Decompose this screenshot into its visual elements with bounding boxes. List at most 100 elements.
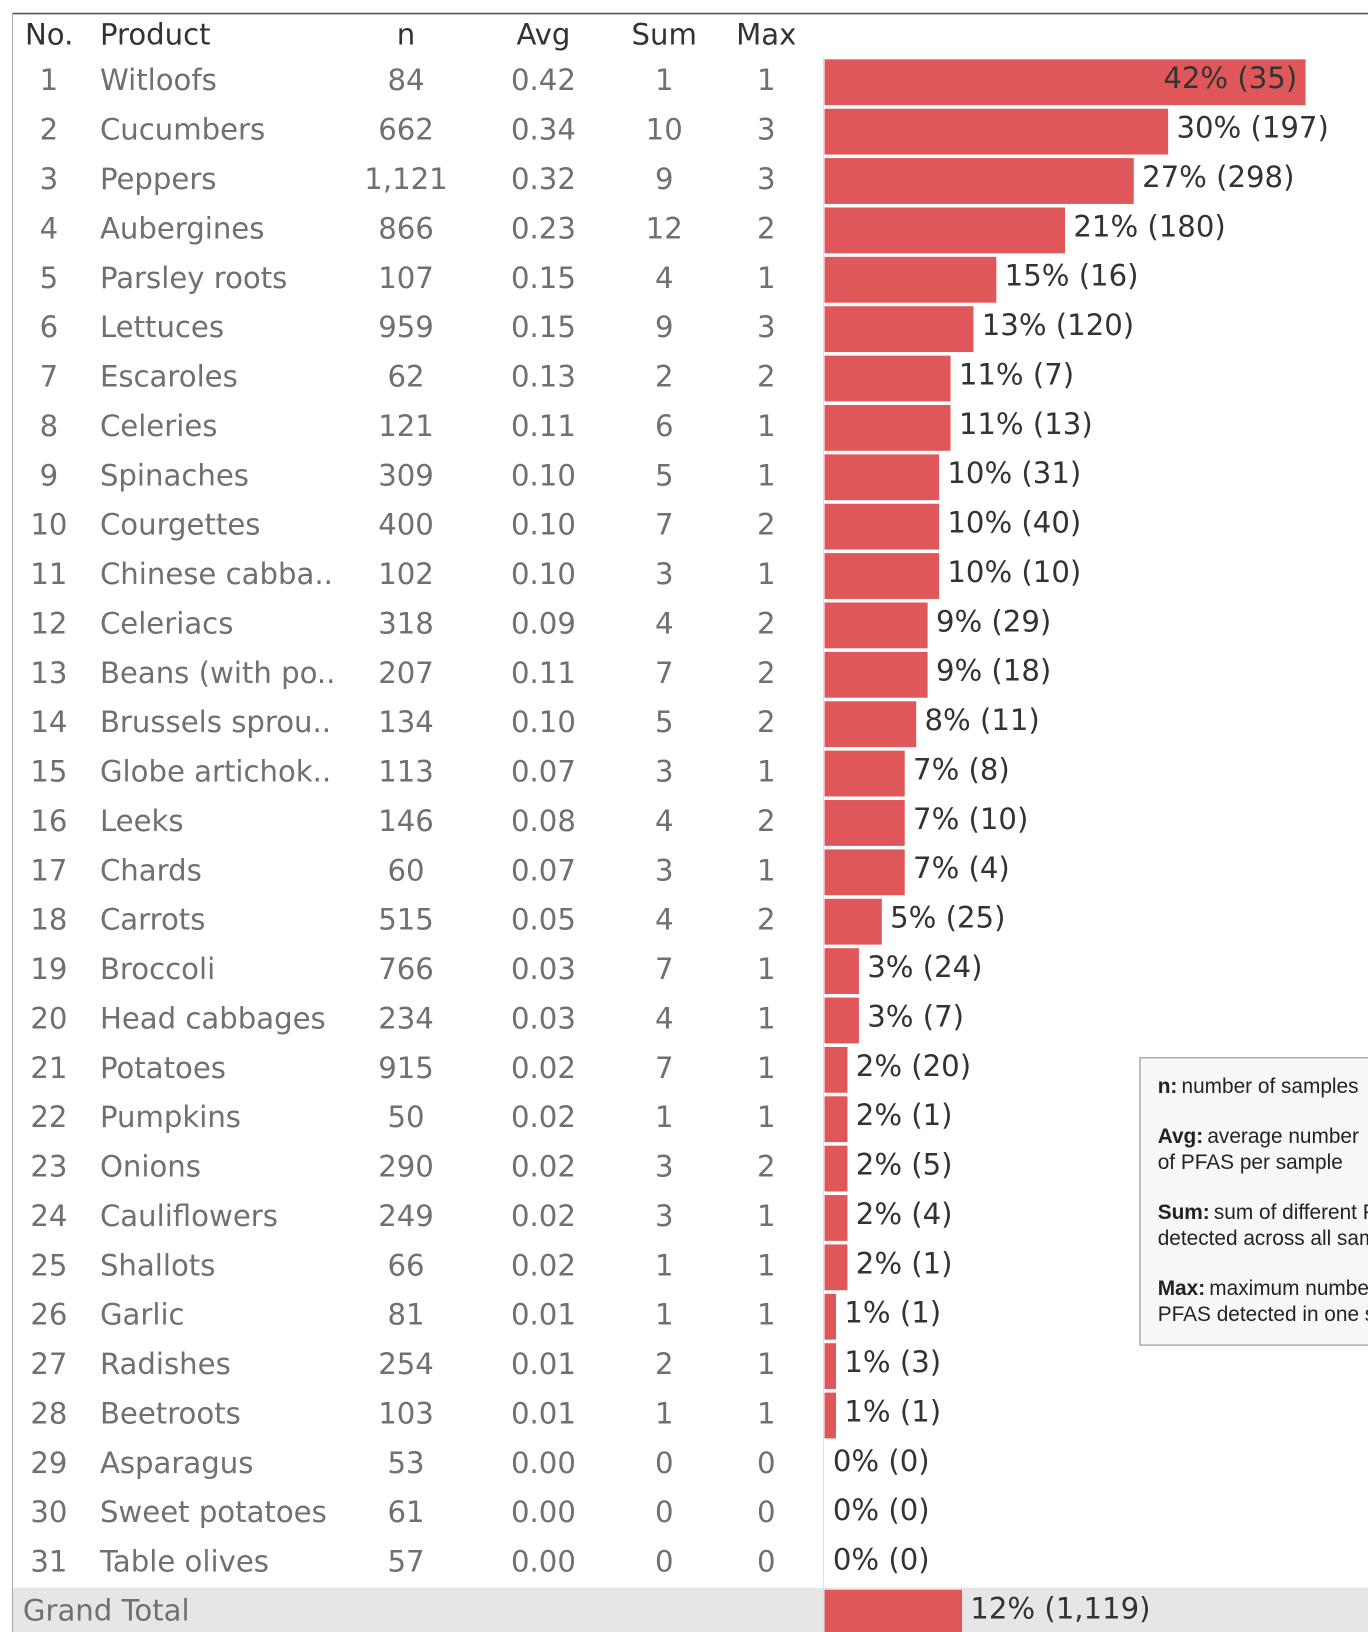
- n-cell: 207: [378, 656, 434, 690]
- sum-cell: 3: [655, 1199, 674, 1233]
- avg-cell: 0.00: [511, 1545, 576, 1579]
- bar: [824, 1392, 837, 1439]
- total-bar-label: 12% (1,119): [970, 1592, 1150, 1626]
- product-cell: Brussels sprou..: [100, 705, 331, 739]
- no-cell: 10: [30, 508, 67, 542]
- column-header: Sum: [632, 17, 697, 51]
- sum-cell: 6: [655, 409, 674, 443]
- no-cell: 3: [40, 162, 59, 196]
- n-cell: 400: [378, 508, 434, 542]
- n-cell: 254: [378, 1347, 434, 1381]
- legend-desc: of PFAS per sample: [1158, 1150, 1343, 1173]
- no-cell: 1: [40, 63, 59, 97]
- sum-cell: 5: [655, 458, 674, 492]
- bar-label: 2% (20): [856, 1049, 971, 1083]
- sum-cell: 2: [655, 360, 674, 394]
- avg-cell: 0.03: [511, 952, 576, 986]
- bar: [824, 750, 905, 797]
- max-cell: 1: [757, 63, 776, 97]
- bar-label: 11% (13): [959, 407, 1093, 441]
- avg-cell: 0.10: [511, 705, 576, 739]
- n-cell: 121: [378, 409, 434, 443]
- avg-cell: 0.15: [511, 310, 576, 344]
- sum-cell: 3: [655, 1150, 674, 1184]
- product-cell: Sweet potatoes: [100, 1495, 327, 1529]
- max-cell: 0: [757, 1446, 776, 1480]
- max-cell: 0: [757, 1545, 776, 1579]
- legend-desc: number of samples: [1182, 1074, 1359, 1097]
- product-cell: Shallots: [100, 1248, 215, 1282]
- product-cell: Pumpkins: [100, 1100, 241, 1134]
- sum-cell: 7: [655, 508, 674, 542]
- bar: [824, 503, 940, 550]
- n-cell: 57: [387, 1545, 424, 1579]
- legend-box: [1139, 1057, 1368, 1346]
- n-cell: 53: [387, 1446, 424, 1480]
- legend-key: n:: [1158, 1074, 1178, 1097]
- bar-label: 2% (1): [856, 1246, 953, 1280]
- n-cell: 249: [378, 1199, 434, 1233]
- max-cell: 1: [757, 1396, 776, 1430]
- no-cell: 13: [30, 656, 67, 690]
- max-cell: 2: [757, 360, 776, 394]
- no-cell: 11: [30, 557, 67, 591]
- n-cell: 290: [378, 1150, 434, 1184]
- bar: [824, 1046, 848, 1093]
- bar: [824, 355, 951, 402]
- sum-cell: 5: [655, 705, 674, 739]
- max-cell: 1: [757, 1347, 776, 1381]
- n-cell: 102: [378, 557, 434, 591]
- bar: [824, 454, 940, 501]
- product-cell: Beans (with po..: [100, 656, 336, 690]
- product-cell: Cucumbers: [100, 113, 265, 147]
- legend-text: Max:maximum number of: [1158, 1276, 1368, 1299]
- legend-desc: detected across all samples: [1158, 1226, 1368, 1249]
- product-cell: Witloofs: [100, 63, 217, 97]
- sum-cell: 4: [655, 804, 674, 838]
- product-cell: Celeries: [100, 409, 218, 443]
- bar-label: 7% (8): [913, 752, 1010, 786]
- max-cell: 2: [757, 211, 776, 245]
- bar-label: 9% (29): [936, 604, 1051, 638]
- avg-cell: 0.02: [511, 1150, 576, 1184]
- n-cell: 81: [387, 1298, 424, 1332]
- product-cell: Globe artichok..: [100, 755, 331, 789]
- sum-cell: 3: [655, 755, 674, 789]
- product-cell: Potatoes: [100, 1051, 226, 1085]
- product-cell: Spinaches: [100, 458, 249, 492]
- bar-label: 10% (40): [947, 506, 1081, 540]
- max-cell: 1: [757, 952, 776, 986]
- n-cell: 107: [378, 261, 434, 295]
- bar: [824, 997, 859, 1044]
- bar-label: 2% (4): [856, 1197, 953, 1231]
- n-cell: 103: [378, 1396, 434, 1430]
- no-cell: 8: [40, 409, 59, 443]
- bar: [824, 1195, 848, 1241]
- bar: [824, 256, 997, 303]
- product-cell: Escaroles: [100, 360, 238, 394]
- sum-cell: 1: [655, 63, 674, 97]
- max-cell: 1: [757, 755, 776, 789]
- avg-cell: 0.03: [511, 1001, 576, 1035]
- max-cell: 2: [757, 606, 776, 640]
- product-cell: Garlic: [100, 1298, 185, 1332]
- column-header: Product: [100, 17, 211, 51]
- avg-cell: 0.02: [511, 1051, 576, 1085]
- bar-label: 42% (35): [1163, 61, 1297, 95]
- no-cell: 6: [40, 310, 59, 344]
- bar: [824, 602, 928, 649]
- bar-label: 7% (4): [913, 851, 1010, 885]
- max-cell: 3: [757, 162, 776, 196]
- no-cell: 12: [30, 606, 67, 640]
- sum-cell: 3: [655, 557, 674, 591]
- column-header: Max: [736, 17, 796, 51]
- total-band: [12, 1587, 1368, 1632]
- legend-desc: average number: [1207, 1124, 1359, 1147]
- no-cell: 28: [30, 1396, 67, 1430]
- bar: [824, 207, 1066, 254]
- avg-cell: 0.10: [511, 557, 576, 591]
- avg-cell: 0.42: [511, 63, 576, 97]
- sum-cell: 0: [655, 1545, 674, 1579]
